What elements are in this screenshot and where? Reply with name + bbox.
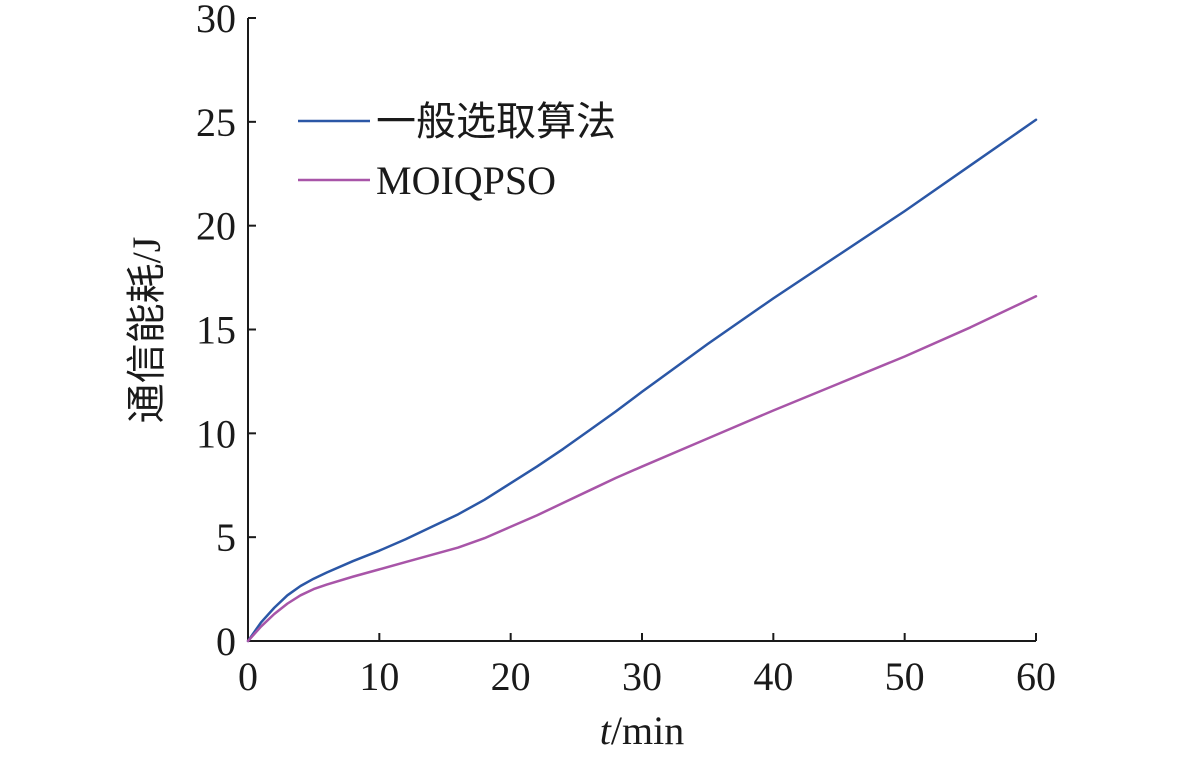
series-layer: [246, 118, 1038, 643]
y-tick-label: 0: [216, 619, 236, 664]
series-line-0: [246, 118, 1038, 643]
y-axis-title: 通信能耗/J: [124, 237, 169, 424]
x-tick-label: 60: [1016, 654, 1056, 699]
y-tick-label: 20: [196, 204, 236, 249]
axes: 0 10 20 30 40 50 60 0 5 10 15 20 25 30: [196, 0, 1056, 699]
y-tick-label: 5: [216, 515, 236, 560]
x-axis-title-unit: /min: [611, 708, 684, 753]
legend: 一般选取算法 MOIQPSO: [298, 99, 616, 203]
x-tick-label: 10: [359, 654, 399, 699]
x-axis-title-var: t: [600, 708, 612, 753]
y-tick-label: 15: [196, 308, 236, 353]
y-tick-label: 10: [196, 411, 236, 456]
x-axis-title: t/min: [600, 708, 684, 753]
legend-label-moiqpso: MOIQPSO: [376, 158, 556, 203]
series-line-1: [246, 295, 1038, 643]
x-ticks: 0 10 20 30 40 50 60: [238, 633, 1056, 699]
x-tick-label: 0: [238, 654, 258, 699]
legend-item-moiqpso: MOIQPSO: [298, 158, 556, 203]
y-ticks: 0 5 10 15 20 25 30: [196, 0, 256, 664]
legend-label-general: 一般选取算法: [376, 99, 616, 144]
legend-item-general: 一般选取算法: [298, 99, 616, 144]
x-tick-label: 20: [491, 654, 531, 699]
y-tick-label: 30: [196, 0, 236, 41]
y-tick-label: 25: [196, 100, 236, 145]
x-tick-label: 30: [622, 654, 662, 699]
x-tick-label: 40: [753, 654, 793, 699]
x-tick-label: 50: [885, 654, 925, 699]
